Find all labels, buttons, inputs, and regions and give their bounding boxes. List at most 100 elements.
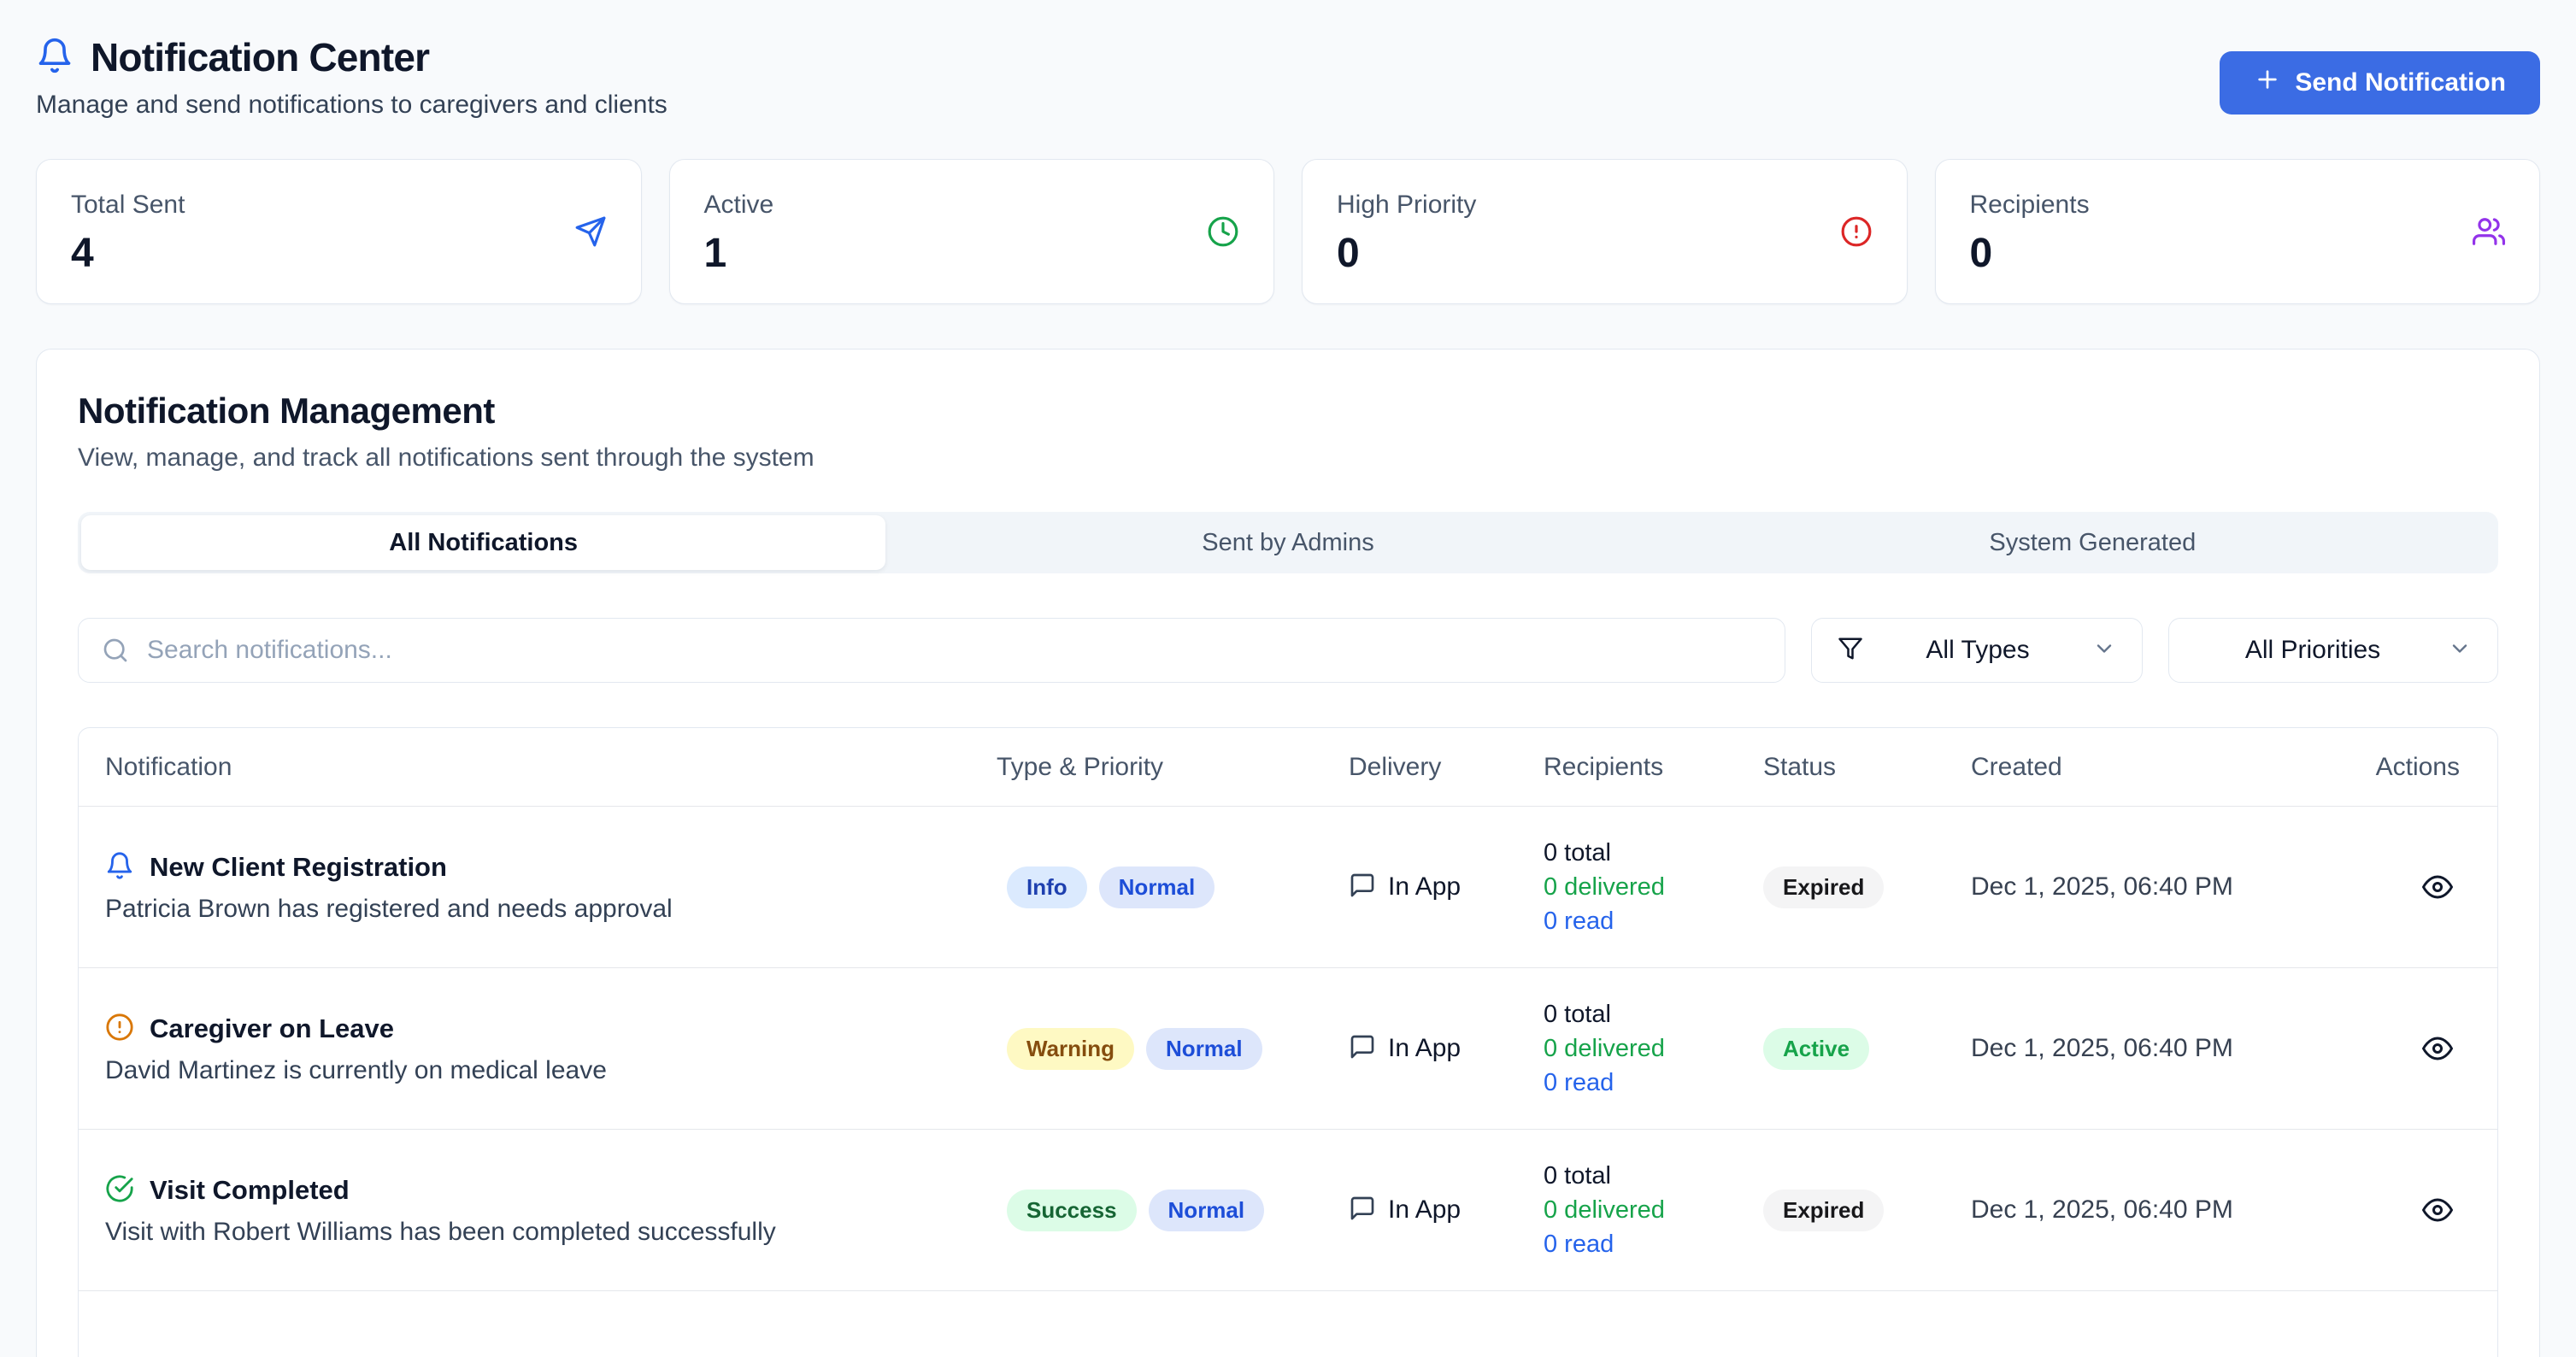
notification-management-card: Notification Management View, manage, an… — [36, 349, 2540, 1357]
notification-description: David Martinez is currently on medical l… — [105, 1055, 607, 1084]
stat-card-high-priority: High Priority 0 — [1302, 159, 1908, 304]
table-row: Caregiver on Leave David Martinez is curr… — [79, 968, 2497, 1130]
stat-label: High Priority — [1337, 191, 1477, 219]
notification-cell: Caregiver on Leave David Martinez is curr… — [79, 1013, 997, 1085]
stat-card-recipients: Recipients 0 — [1934, 159, 2540, 304]
stat-value: 4 — [71, 231, 94, 276]
notification-description: Patricia Brown has registered and needs … — [105, 894, 673, 923]
recipients-delivered: 0 delivered — [1544, 1035, 1665, 1062]
delivery-cell: In App — [1349, 1033, 1544, 1065]
type-filter-value: All Types — [1926, 636, 2030, 664]
management-title: Notification Management — [78, 391, 495, 431]
page-subtitle: Manage and send notifications to caregiv… — [36, 91, 668, 119]
stats-row: Total Sent 4 Active 1 High Priority 0 Recipien… — [36, 159, 2540, 304]
actions-cell — [2360, 865, 2497, 909]
stat-label: Recipients — [1969, 191, 2090, 219]
actions-cell — [2360, 1026, 2497, 1071]
alert-circle-icon — [1840, 215, 1873, 248]
created-cell: Dec 1, 2025, 06:40 PM — [1971, 872, 2233, 901]
plus-icon — [2254, 66, 2281, 100]
recipients-read: 0 read — [1544, 1069, 1614, 1096]
recipients-cell: 0 total 0 delivered 0 read — [1544, 1159, 1763, 1261]
stat-label: Active — [703, 191, 774, 219]
bell-icon — [36, 37, 74, 79]
stat-value: 0 — [1969, 231, 1993, 276]
actions-cell — [2360, 1188, 2497, 1232]
users-icon — [2473, 215, 2505, 248]
recipients-delivered: 0 delivered — [1544, 1196, 1665, 1224]
tab-sent-by-admins[interactable]: Sent by Admins — [1202, 528, 1374, 556]
filter-icon — [1838, 636, 1863, 666]
notification-description: Visit with Robert Williams has been comp… — [105, 1217, 776, 1246]
table-row: Visit Completed Visit with Robert William… — [79, 1130, 2497, 1291]
delivery-label: In App — [1388, 1034, 1461, 1062]
priority-filter-select[interactable]: All Priorities — [2168, 618, 2498, 683]
status-badge: Expired — [1763, 866, 1885, 908]
chevron-down-icon — [2092, 637, 2116, 665]
recipients-total: 0 total — [1544, 1162, 1611, 1190]
status-cell: Expired — [1763, 866, 1971, 908]
stat-card-total-sent: Total Sent 4 — [36, 159, 642, 304]
created-cell: Dec 1, 2025, 06:40 PM — [1971, 1195, 2233, 1224]
created-cell: Dec 1, 2025, 06:40 PM — [1971, 1034, 2233, 1062]
notifications-table: Notification Type & Priority Delivery Recip… — [78, 727, 2498, 1357]
notification-cell: Visit Completed Visit with Robert William… — [79, 1174, 997, 1247]
check-circle-icon — [105, 1174, 134, 1207]
recipients-cell: 0 total 0 delivered 0 read — [1544, 836, 1763, 938]
type-badge: Warning — [1007, 1027, 1135, 1070]
view-notification-button[interactable] — [2415, 865, 2460, 909]
stat-value: 0 — [1337, 231, 1360, 276]
priority-badge: Normal — [1146, 1027, 1262, 1070]
search-input[interactable] — [78, 618, 1785, 683]
type-filter-select[interactable]: All Types — [1811, 618, 2143, 683]
notification-cell: New Client Registration Patricia Brown ha… — [79, 851, 997, 924]
column-header-delivery: Delivery — [1349, 752, 1442, 781]
page-header: Notification Center Manage and send noti… — [36, 34, 2540, 120]
notification-tabs: All Notifications Sent by Admins System Ge… — [78, 512, 2498, 573]
recipients-total: 0 total — [1544, 1001, 1611, 1028]
page-title: Notification Center — [91, 35, 430, 79]
stat-label: Total Sent — [71, 191, 185, 219]
table-header: Notification Type & Priority Delivery Recip… — [79, 728, 2497, 807]
notification-title: New Client Registration — [150, 852, 447, 882]
column-header-created: Created — [1971, 752, 2062, 781]
delivery-label: In App — [1388, 1195, 1461, 1224]
alert-circle-icon — [105, 1013, 134, 1046]
message-square-icon — [1349, 872, 1376, 903]
type-priority-cell: Warning Normal — [997, 1027, 1349, 1070]
table-body: New Client Registration Patricia Brown ha… — [79, 807, 2497, 1357]
view-notification-button[interactable] — [2415, 1188, 2460, 1232]
priority-badge: Normal — [1098, 866, 1215, 908]
priority-badge: Normal — [1148, 1189, 1265, 1231]
column-header-recipients: Recipients — [1544, 752, 1664, 781]
tab-all-notifications[interactable]: All Notifications — [81, 515, 886, 570]
recipients-read: 0 read — [1544, 908, 1614, 935]
tab-system-generated[interactable]: System Generated — [1989, 528, 2197, 556]
status-badge: Expired — [1763, 1189, 1885, 1231]
page-header-left: Notification Center Manage and send noti… — [36, 34, 668, 120]
stat-card-active: Active 1 — [668, 159, 1274, 304]
status-badge: Active — [1763, 1027, 1870, 1070]
type-priority-cell: Info Normal — [997, 866, 1349, 908]
recipients-read: 0 read — [1544, 1231, 1614, 1258]
table-row: 0 total — [79, 1291, 2497, 1357]
recipients-cell: 0 total 0 delivered 0 read — [1544, 997, 1763, 1100]
table-row: New Client Registration Patricia Brown ha… — [79, 807, 2497, 968]
chevron-down-icon — [2448, 637, 2472, 665]
send-icon — [574, 215, 607, 248]
type-badge: Info — [1007, 866, 1087, 908]
status-cell: Active — [1763, 1027, 1971, 1070]
clock-icon — [1207, 215, 1239, 248]
column-header-status: Status — [1763, 752, 1837, 781]
column-header-type-priority: Type & Priority — [997, 752, 1164, 781]
search-wrap — [78, 618, 1785, 683]
notification-title: Caregiver on Leave — [150, 1013, 395, 1043]
view-notification-button[interactable] — [2415, 1026, 2460, 1071]
status-cell: Expired — [1763, 1189, 1971, 1231]
column-header-notification: Notification — [105, 752, 232, 781]
send-notification-button[interactable]: Send Notification — [2220, 51, 2540, 115]
delivery-cell: In App — [1349, 1195, 1544, 1226]
stat-value: 1 — [703, 231, 727, 276]
bell-icon — [105, 851, 134, 884]
message-square-icon — [1349, 1033, 1376, 1065]
